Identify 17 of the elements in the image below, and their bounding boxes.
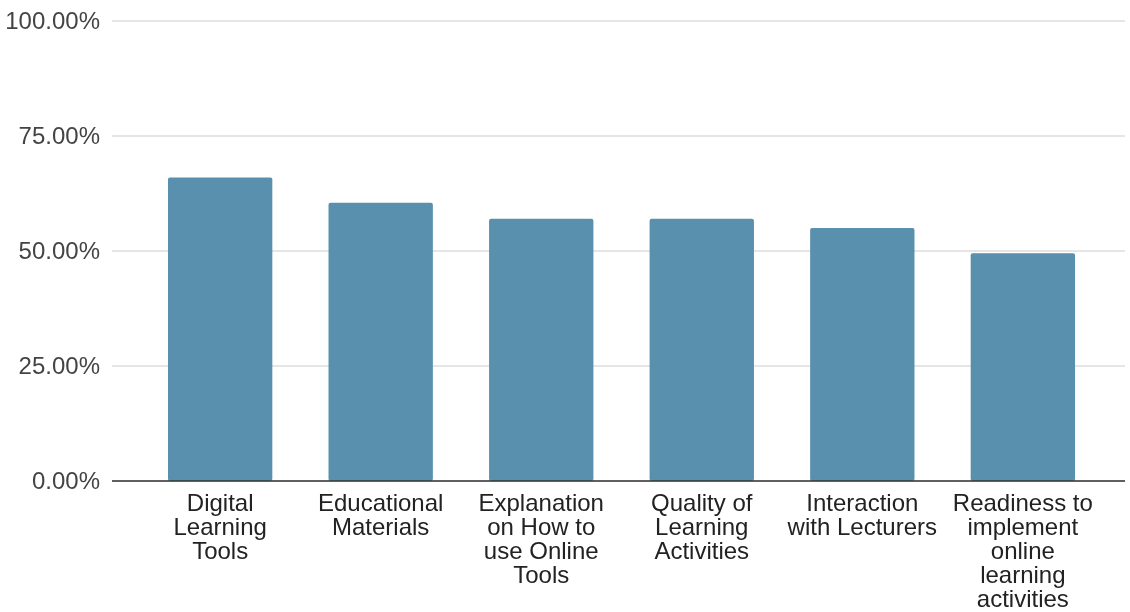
bar (970, 253, 1076, 481)
x-tick-label: Explanation on How to use Online Tools (478, 489, 604, 588)
x-tick-label: Digital Learning Tools (173, 489, 267, 564)
bar (167, 177, 273, 481)
y-tick-label: 50.00% (18, 237, 100, 265)
x-tick-label: Interaction with Lecturers (786, 489, 937, 540)
bar (489, 218, 594, 481)
x-tick-label: Quality of Learning Activities (651, 489, 753, 564)
y-tick-label: 0.00% (31, 467, 100, 495)
y-tick-label: 25.00% (18, 352, 100, 380)
bar (328, 202, 433, 481)
x-tick-label: Readiness to implement online learning activities (952, 489, 1093, 612)
bar (810, 228, 915, 481)
y-tick-label: 100.00% (5, 7, 100, 35)
x-tick-label: Educational Materials (317, 489, 444, 540)
y-tick-label: 75.00% (18, 122, 100, 150)
bar (649, 218, 754, 481)
